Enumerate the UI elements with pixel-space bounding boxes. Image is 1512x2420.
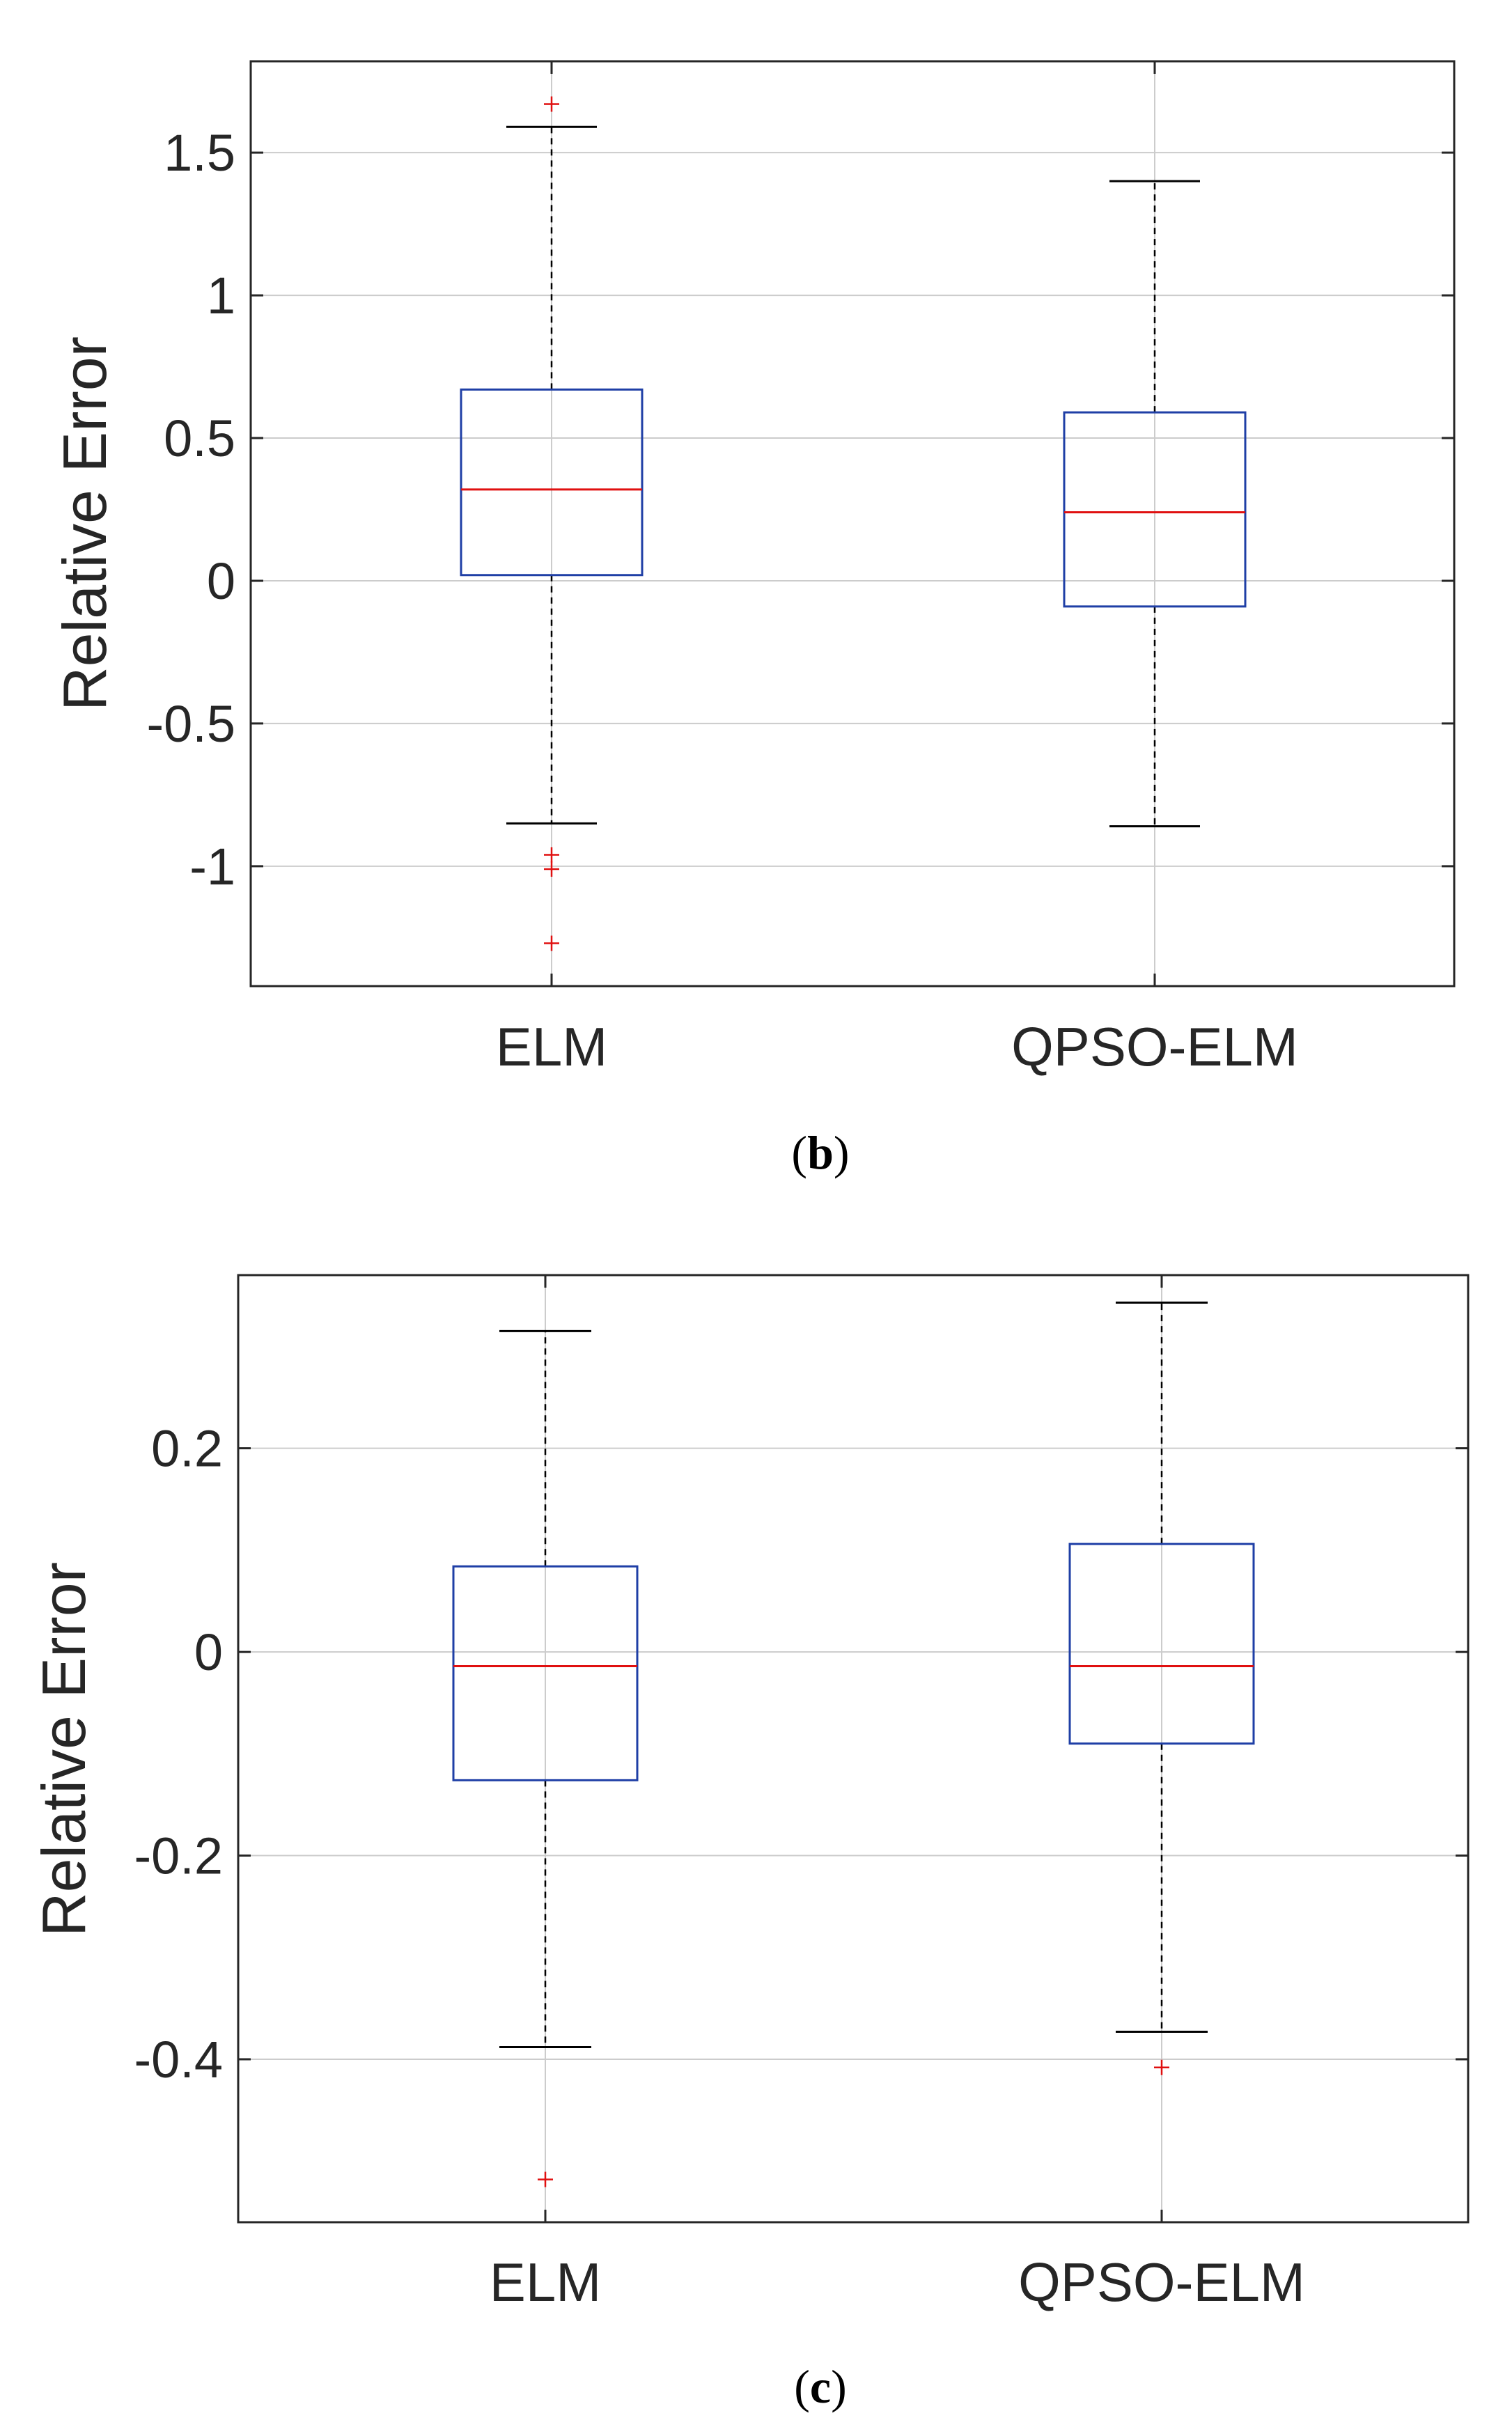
plot-frame [249, 60, 1456, 987]
ytick-layer: -0.4 -0.2 0 0.2 [134, 1275, 1468, 2222]
ytick-label: -1 [189, 838, 235, 896]
caption-letter: c [810, 2360, 831, 2413]
ytick-label: -0.4 [134, 2031, 223, 2089]
outlier-marker [538, 2171, 553, 2187]
ytick-label: -0.5 [146, 695, 235, 753]
box-layer [460, 96, 1247, 951]
iqr-box [460, 388, 644, 577]
iqr-box [1063, 411, 1247, 608]
category-label-qpso-elm: QPSO-ELM [1018, 2251, 1305, 2313]
category-label-elm: ELM [496, 1016, 607, 1077]
boxplot-elm [460, 96, 644, 951]
category-label-elm: ELM [490, 2251, 601, 2313]
panel-caption: (b) [791, 1126, 849, 1179]
outlier-marker [544, 935, 559, 951]
ytick-layer: -1 -0.5 0 0.5 1 1.5 [146, 61, 1454, 986]
ytick-label: 0 [194, 1623, 223, 1681]
panel-caption: (c) [794, 2360, 847, 2413]
outlier-marker [544, 861, 559, 877]
grid-layer [238, 1275, 1468, 2222]
panel-b: -1 -0.5 0 0.5 1 1.5 ELM QPSO-ELM Relative Err… [50, 60, 1456, 1179]
ytick-label: 0.5 [164, 409, 235, 467]
boxplot-qpso-elm [1063, 180, 1247, 827]
y-axis-title: Relative Error [29, 1562, 98, 1937]
boxplot-qpso-elm [1068, 1301, 1255, 2075]
category-label-qpso-elm: QPSO-ELM [1011, 1016, 1298, 1077]
iqr-box [1068, 1543, 1255, 1745]
plot-frame [237, 1274, 1470, 2224]
boxplot-elm [452, 1329, 639, 2187]
caption-letter: b [807, 1126, 834, 1179]
ytick-label: 0.2 [151, 1420, 223, 1478]
ytick-label: 0 [207, 552, 235, 610]
panel-c: -0.4 -0.2 0 0.2 ELM QPSO-ELM Relative Error… [29, 1274, 1470, 2413]
outlier-marker [1154, 2059, 1169, 2075]
ytick-label: 1 [207, 267, 235, 325]
outlier-marker [544, 847, 559, 863]
ytick-label: -0.2 [134, 1827, 223, 1885]
box-layer [452, 1301, 1255, 2187]
grid-layer [251, 61, 1454, 986]
ytick-label: 1.5 [164, 124, 235, 182]
y-axis-title: Relative Error [50, 336, 119, 711]
outlier-marker [544, 96, 559, 112]
iqr-box [452, 1565, 639, 1781]
